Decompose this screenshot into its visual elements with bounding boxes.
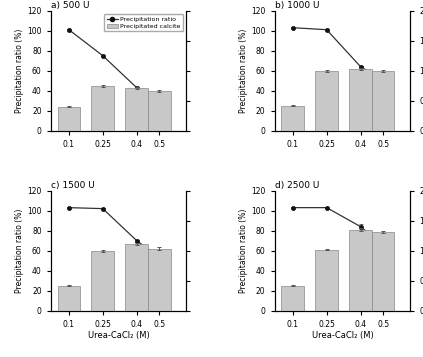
Bar (281, 106, 304, 131)
Y-axis label: Precipitation ratio (%): Precipitation ratio (%) (16, 29, 25, 113)
X-axis label: Urea-CaCl₂ (M): Urea-CaCl₂ (M) (312, 331, 374, 340)
Bar (315, 250, 338, 311)
Y-axis label: Precipitation ratio (%): Precipitation ratio (%) (239, 208, 248, 293)
Bar (58, 286, 80, 311)
Bar (315, 71, 338, 131)
Bar (91, 86, 114, 131)
Bar (125, 88, 148, 131)
X-axis label: Urea-CaCl₂ (M): Urea-CaCl₂ (M) (88, 331, 149, 340)
Y-axis label: Precipitation ratio (%): Precipitation ratio (%) (239, 29, 248, 113)
Text: a) 500 U: a) 500 U (51, 1, 89, 10)
Bar (372, 71, 395, 131)
Bar (372, 232, 395, 311)
Text: c) 1500 U: c) 1500 U (51, 181, 94, 190)
Bar (281, 286, 304, 311)
Bar (58, 107, 80, 131)
Bar (91, 251, 114, 311)
Legend: Precipitation ratio, Precipitated calcite: Precipitation ratio, Precipitated calcit… (104, 14, 183, 31)
Text: b) 1000 U: b) 1000 U (275, 1, 319, 10)
Bar (148, 91, 170, 131)
Bar (148, 248, 170, 311)
Bar (349, 69, 372, 131)
Text: d) 2500 U: d) 2500 U (275, 181, 319, 190)
Bar (349, 230, 372, 311)
Y-axis label: Precipitation ratio (%): Precipitation ratio (%) (16, 208, 25, 293)
Bar (125, 243, 148, 311)
